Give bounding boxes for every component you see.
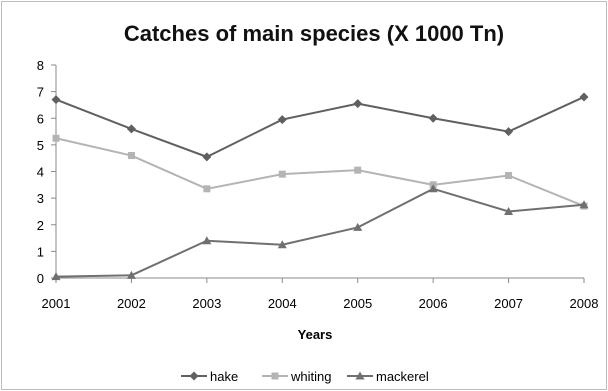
hake-point (504, 127, 514, 137)
y-tick-label: 1 (37, 244, 44, 259)
whiting-point (203, 185, 211, 193)
mackerel-point (579, 200, 589, 209)
y-tick-label: 3 (37, 191, 44, 206)
series-mackerel (51, 184, 589, 281)
y-tick-label: 4 (37, 165, 44, 180)
legend-item-whiting: whiting (262, 369, 331, 384)
hake-line (55, 96, 585, 158)
hake-point (579, 92, 589, 102)
y-tick-label: 6 (37, 111, 44, 126)
series-hake (51, 92, 589, 162)
hake-point (353, 99, 363, 109)
x-tick-label: 2008 (570, 296, 599, 311)
whiting-point (354, 166, 362, 174)
y-tick-label: 0 (37, 271, 44, 286)
mackerel-point (126, 270, 136, 279)
x-tick-label: 2006 (419, 296, 448, 311)
x-tick-label: 2004 (268, 296, 297, 311)
x-axis-ticks: 2001 2002 2003 2004 2005 2006 2007 2008 (42, 278, 599, 311)
legend-label: whiting (290, 369, 331, 384)
hake-point (202, 152, 212, 162)
legend-label: hake (210, 369, 238, 384)
mackerel-point (353, 222, 363, 231)
series-layer (51, 92, 589, 281)
whiting-point (52, 134, 60, 142)
mackerel-point (428, 184, 438, 193)
legend-item-hake: hake (181, 369, 238, 384)
x-tick-label: 2003 (192, 296, 221, 311)
y-tick-label: 2 (37, 218, 44, 233)
whiting-line (55, 137, 585, 208)
mackerel-point (51, 272, 61, 281)
x-tick-label: 2007 (494, 296, 523, 311)
x-tick-label: 2002 (117, 296, 146, 311)
series-whiting (52, 134, 588, 210)
legend-swatch-marker (189, 371, 199, 381)
whiting-point (505, 171, 513, 179)
y-tick-label: 7 (37, 85, 44, 100)
whiting-point (127, 152, 135, 160)
x-tick-label: 2001 (42, 296, 71, 311)
y-tick-label: 5 (37, 138, 44, 153)
legend-label: mackerel (376, 369, 429, 384)
chart-title: Catches of main species (X 1000 Tn) (124, 21, 504, 46)
legend-swatch-marker (355, 371, 365, 380)
legend-swatch-marker (271, 372, 279, 380)
hake-point (428, 113, 438, 123)
hake-point (51, 95, 61, 105)
y-tick-label: 8 (37, 58, 44, 73)
mackerel-point (277, 240, 287, 249)
x-tick-label: 2005 (343, 296, 372, 311)
mackerel-point (202, 236, 212, 245)
hake-point (126, 124, 136, 134)
mackerel-point (504, 206, 514, 215)
mackerel-line (55, 187, 585, 278)
whiting-point (278, 170, 286, 178)
hake-point (277, 115, 287, 125)
x-axis-title: Years (298, 327, 333, 342)
legend: hake whiting mackerel (181, 369, 429, 384)
y-axis-ticks: 0 1 2 3 4 5 6 7 8 (37, 58, 56, 286)
legend-item-mackerel: mackerel (347, 369, 429, 384)
